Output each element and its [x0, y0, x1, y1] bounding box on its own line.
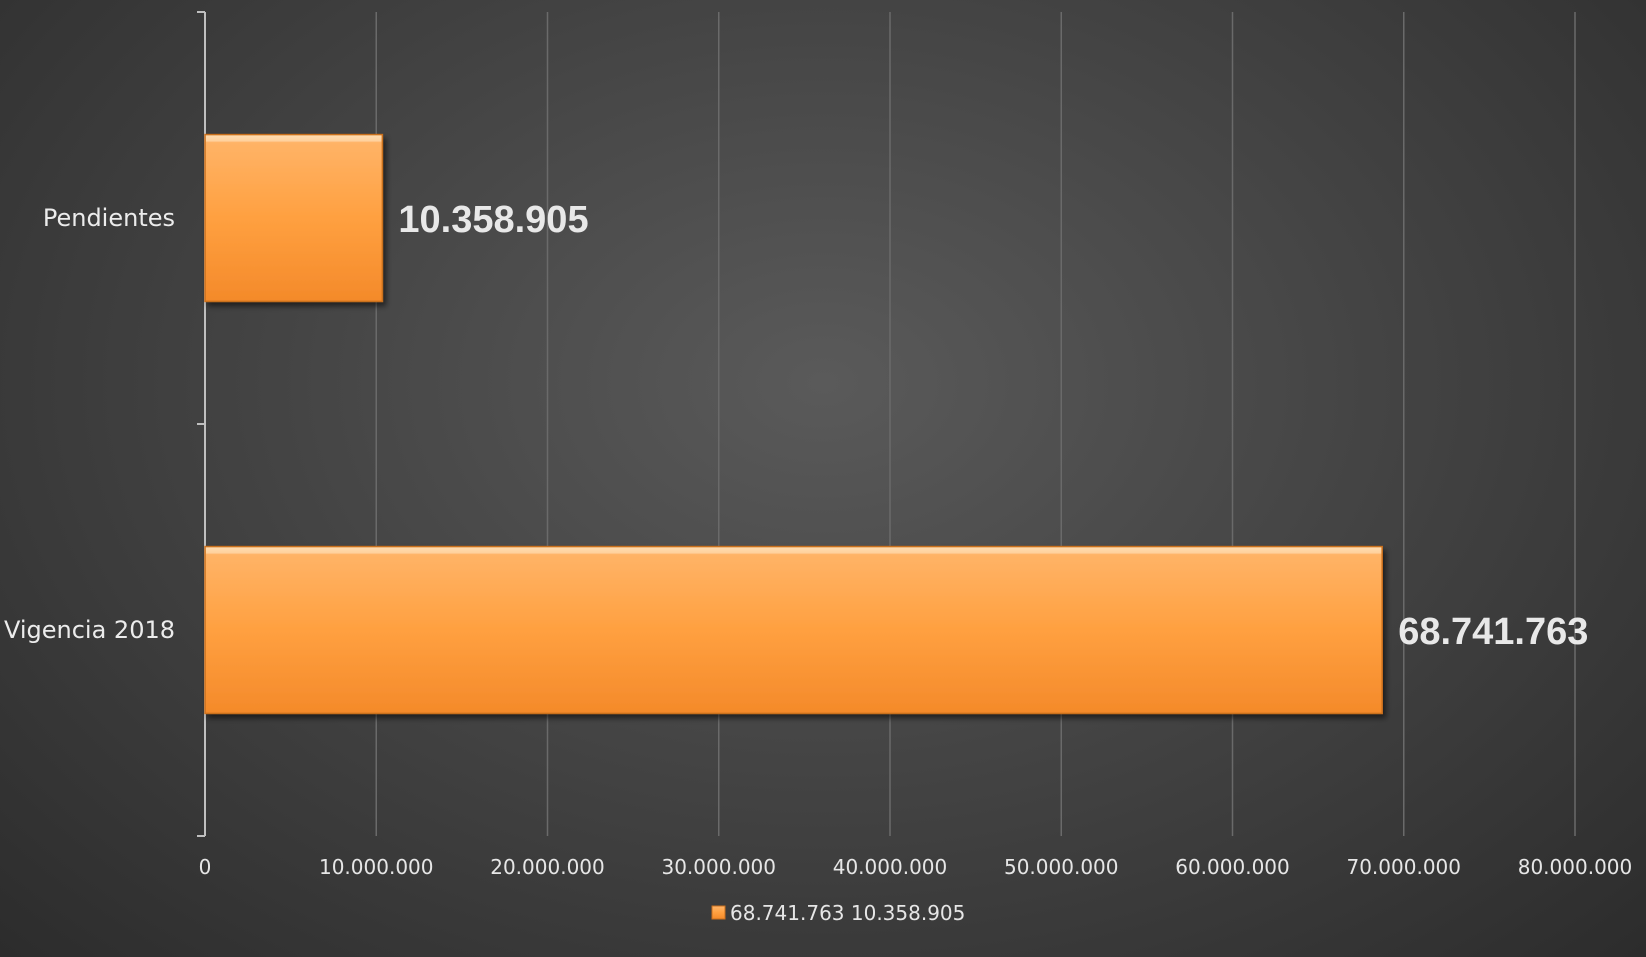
category-label: Vigencia 2018 — [4, 616, 175, 644]
category-label: Pendientes — [43, 204, 175, 232]
x-tick-label: 20.000.000 — [490, 855, 605, 879]
bars — [204, 133, 1383, 715]
category-axis — [197, 11, 206, 837]
x-tick-label: 50.000.000 — [1004, 855, 1119, 879]
x-tick-label: 70.000.000 — [1346, 855, 1461, 879]
bar-highlight — [206, 135, 382, 142]
bar-pendientes — [204, 133, 384, 303]
x-tick-label: 80.000.000 — [1518, 855, 1633, 879]
data-label: 68.741.763 — [1398, 611, 1588, 653]
x-tick-label: 0 — [199, 855, 212, 879]
legend-swatch — [711, 905, 726, 920]
x-tick-label: 30.000.000 — [661, 855, 776, 879]
x-tick-label: 10.000.000 — [319, 855, 434, 879]
x-tick-label: 60.000.000 — [1175, 855, 1290, 879]
legend: 68.741.763 10.358.905 — [711, 901, 965, 925]
labels: 0 10.000.000 20.000.000 30.000.000 40.000.00… — [4, 199, 1632, 879]
data-label: 10.358.905 — [398, 199, 588, 241]
bar-vigencia-2018 — [204, 545, 1383, 715]
x-tick-label: 40.000.000 — [833, 855, 948, 879]
bar-highlight — [206, 547, 1382, 554]
gridlines — [375, 12, 1576, 836]
legend-entry: 68.741.763 10.358.905 — [730, 901, 965, 925]
